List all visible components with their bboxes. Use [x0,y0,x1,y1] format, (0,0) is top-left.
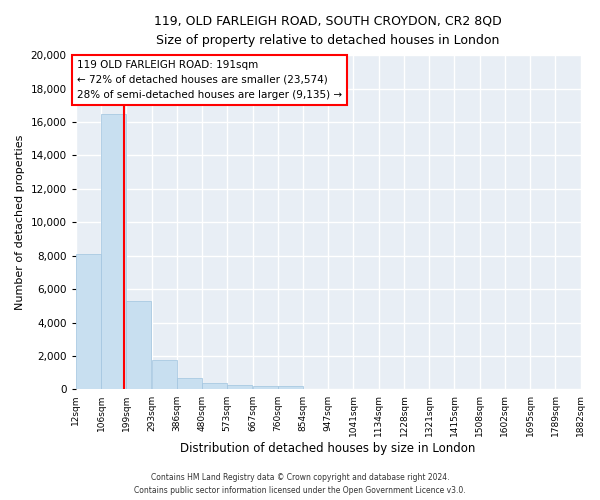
Bar [177,378,202,390]
Bar [278,386,303,390]
Bar [253,386,278,390]
Bar [76,254,101,390]
Bar [127,301,151,390]
Bar [227,384,252,390]
Text: 119 OLD FARLEIGH ROAD: 191sqm
← 72% of detached houses are smaller (23,574)
28% : 119 OLD FARLEIGH ROAD: 191sqm ← 72% of d… [77,60,342,100]
Text: Contains HM Land Registry data © Crown copyright and database right 2024.
Contai: Contains HM Land Registry data © Crown c… [134,474,466,495]
Title: 119, OLD FARLEIGH ROAD, SOUTH CROYDON, CR2 8QD
Size of property relative to deta: 119, OLD FARLEIGH ROAD, SOUTH CROYDON, C… [154,15,502,47]
Bar [202,383,227,390]
X-axis label: Distribution of detached houses by size in London: Distribution of detached houses by size … [181,442,476,455]
Bar [152,360,176,390]
Bar [101,114,126,390]
Y-axis label: Number of detached properties: Number of detached properties [15,134,25,310]
